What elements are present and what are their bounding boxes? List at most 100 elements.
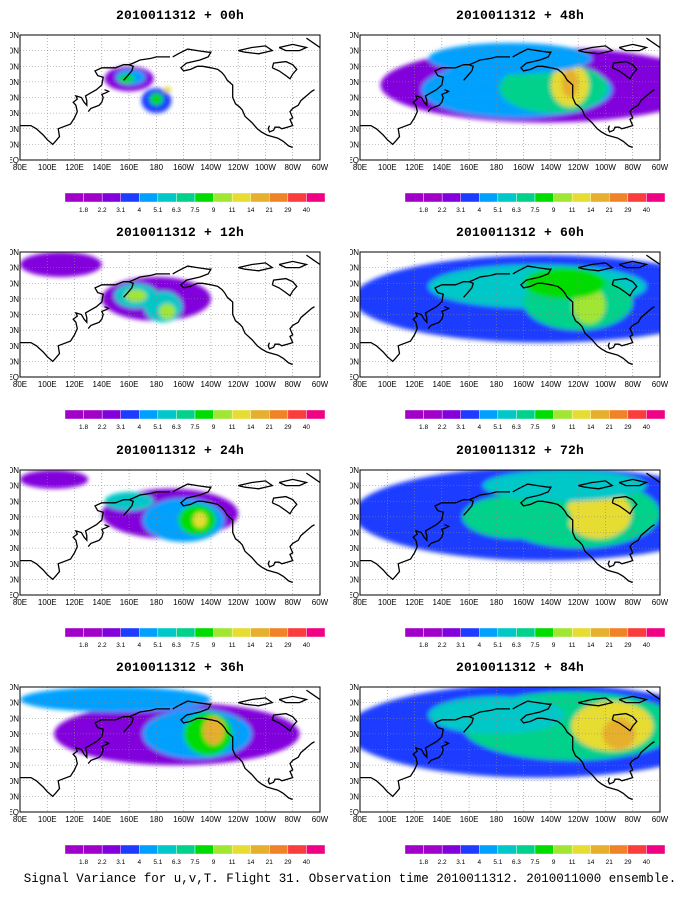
colorbar-swatch bbox=[139, 410, 159, 420]
coastline bbox=[360, 273, 510, 363]
colorbar-label: 5.1 bbox=[153, 207, 162, 214]
lon-tick-label: 160W bbox=[173, 163, 194, 172]
coastline bbox=[172, 48, 293, 149]
colorbar-label: 7.5 bbox=[190, 424, 199, 431]
coastline bbox=[611, 712, 638, 732]
lat-tick-label: 20N bbox=[10, 342, 19, 351]
colorbar-swatch bbox=[269, 845, 289, 855]
lat-tick-label: 40N bbox=[10, 94, 19, 103]
colorbar-label: 40 bbox=[303, 424, 311, 431]
colorbar-label: 9 bbox=[552, 642, 556, 649]
colorbar-label: 7.5 bbox=[190, 859, 199, 866]
lon-tick-label: 140E bbox=[432, 598, 451, 607]
lat-tick-label: 10N bbox=[350, 792, 359, 801]
colorbar-label: 29 bbox=[624, 424, 632, 431]
lon-tick-label: 60W bbox=[312, 598, 329, 607]
colorbar-swatch bbox=[441, 628, 461, 638]
colorbar-swatch bbox=[571, 410, 591, 420]
lon-tick-label: 140W bbox=[200, 598, 221, 607]
coastline bbox=[578, 262, 614, 272]
colorbar-swatch bbox=[609, 410, 629, 420]
lat-tick-label: 60N bbox=[350, 497, 359, 506]
lon-tick-label: 100W bbox=[595, 163, 616, 172]
colorbar-swatch bbox=[646, 193, 666, 203]
colorbar-swatch bbox=[101, 193, 121, 203]
colorbar-swatch bbox=[213, 845, 233, 855]
colorbar-label: 5.1 bbox=[493, 424, 502, 431]
colorbar-label: 5.1 bbox=[493, 859, 502, 866]
lon-tick-label: 100E bbox=[378, 598, 397, 607]
colorbar: 1.8 2.2 3.1 4 5.1 6.3 7.5 9 11 14 21 29 40 bbox=[405, 845, 666, 866]
lat-tick-label: EQ bbox=[350, 373, 359, 382]
colorbar-swatch bbox=[516, 193, 536, 203]
colorbar-swatch bbox=[101, 410, 121, 420]
coastline bbox=[20, 491, 170, 581]
colorbar-swatch bbox=[441, 410, 461, 420]
lon-tick-label: 180 bbox=[150, 815, 164, 824]
variance-contour bbox=[202, 716, 225, 745]
coastline bbox=[267, 741, 315, 785]
colorbar-swatch bbox=[571, 193, 591, 203]
colorbar-label: 3.1 bbox=[456, 207, 465, 214]
colorbar-label: 14 bbox=[587, 424, 595, 431]
colorbar-label: 7.5 bbox=[530, 424, 539, 431]
lon-tick-label: 120W bbox=[568, 380, 589, 389]
coastline bbox=[512, 483, 633, 584]
lon-tick-label: 100E bbox=[38, 380, 57, 389]
lon-tick-label: 100E bbox=[378, 380, 397, 389]
colorbar-label: 21 bbox=[606, 642, 614, 649]
lat-tick-label: 30N bbox=[350, 761, 359, 770]
colorbar-label: 14 bbox=[247, 424, 255, 431]
colorbar-label: 21 bbox=[266, 642, 274, 649]
coastline bbox=[172, 483, 293, 584]
coastline bbox=[512, 700, 633, 801]
lon-tick-label: 140W bbox=[200, 163, 221, 172]
coastline bbox=[512, 265, 633, 366]
lon-tick-label: 120W bbox=[228, 598, 249, 607]
lat-tick-label: EQ bbox=[350, 156, 359, 165]
coastline bbox=[618, 43, 649, 52]
colorbar-label: 14 bbox=[247, 859, 255, 866]
lon-tick-label: 180 bbox=[150, 598, 164, 607]
lon-tick-label: 140E bbox=[92, 815, 111, 824]
coastline bbox=[87, 89, 111, 113]
colorbar-label: 9 bbox=[212, 859, 216, 866]
coastline bbox=[646, 472, 660, 484]
lon-tick-label: 160E bbox=[460, 380, 479, 389]
lat-tick-label: EQ bbox=[10, 808, 19, 817]
lat-tick-label: 20N bbox=[10, 777, 19, 786]
colorbar-swatch bbox=[157, 628, 177, 638]
coastline bbox=[618, 260, 649, 269]
lat-tick-label: 80N bbox=[10, 248, 19, 257]
colorbar-label: 1.8 bbox=[79, 424, 88, 431]
lon-tick-label: 60W bbox=[652, 815, 669, 824]
colorbar-swatch bbox=[516, 845, 536, 855]
colorbar-label: 40 bbox=[643, 424, 651, 431]
coastline bbox=[271, 495, 298, 515]
panel-title: 2010011312 + 72h bbox=[455, 443, 585, 458]
lon-tick-label: 120W bbox=[228, 163, 249, 172]
colorbar-swatch bbox=[157, 845, 177, 855]
colorbar-label: 21 bbox=[266, 424, 274, 431]
coastline bbox=[123, 64, 134, 81]
coastline bbox=[463, 64, 474, 81]
colorbar-swatch bbox=[534, 193, 554, 203]
lat-tick-label: 70N bbox=[10, 482, 19, 491]
lon-tick-label: 180 bbox=[150, 163, 164, 172]
lon-tick-label: 80W bbox=[285, 598, 302, 607]
colorbar-label: 5.1 bbox=[153, 859, 162, 866]
colorbar-label: 7.5 bbox=[530, 207, 539, 214]
coastline bbox=[427, 524, 451, 548]
lon-tick-label: 80E bbox=[353, 598, 367, 607]
coastline bbox=[463, 281, 474, 298]
lon-tick-label: 160E bbox=[460, 598, 479, 607]
colorbar-label: 1.8 bbox=[419, 207, 428, 214]
coastline bbox=[238, 697, 274, 707]
colorbar: 1.8 2.2 3.1 4 5.1 6.3 7.5 9 11 14 21 29 40 bbox=[65, 845, 326, 866]
lon-tick-label: 120W bbox=[228, 815, 249, 824]
lat-tick-label: 70N bbox=[350, 264, 359, 273]
colorbar-label: 14 bbox=[247, 207, 255, 214]
colorbar-label: 40 bbox=[643, 642, 651, 649]
coastline bbox=[618, 695, 649, 704]
